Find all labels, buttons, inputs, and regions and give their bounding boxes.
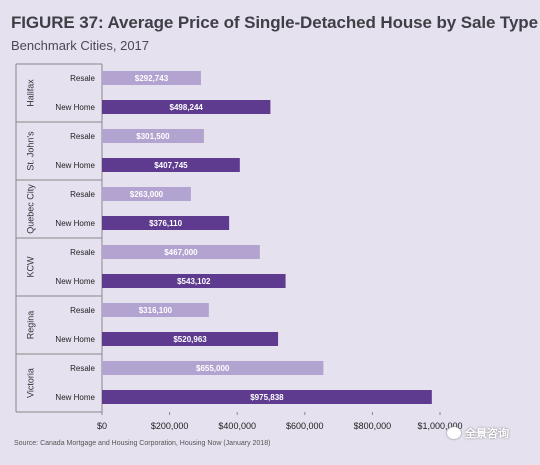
city-label: KCW [25, 256, 35, 278]
resale-bar [102, 361, 324, 375]
bar-value-label: $407,745 [154, 161, 188, 170]
sale-type-label: Resale [70, 248, 95, 257]
bar-value-label: $301,500 [136, 132, 170, 141]
chart-title: FIGURE 37: Average Price of Single-Detac… [11, 13, 538, 32]
bar-value-label: $520,963 [173, 335, 207, 344]
city-label: Victoria [25, 368, 35, 398]
resale-bar [102, 187, 191, 201]
x-tick-label: $800,000 [354, 421, 392, 431]
chart-subtitle: Benchmark Cities, 2017 [11, 38, 150, 53]
bar-value-label: $543,102 [177, 277, 211, 286]
resale-bar [102, 129, 204, 143]
bar-value-label: $263,000 [130, 190, 164, 199]
city-label: Regina [25, 311, 35, 340]
new-home-bar [102, 100, 271, 114]
resale-bar [102, 71, 201, 85]
sale-type-label: New Home [55, 161, 95, 170]
bar-value-label: $316,100 [139, 306, 173, 315]
city-label: Quebec City [25, 184, 35, 234]
city-label: Halifax [25, 79, 35, 107]
sale-type-label: New Home [55, 219, 95, 228]
bar-value-label: $655,000 [196, 364, 230, 373]
wechat-icon [447, 427, 461, 439]
resale-bar [102, 303, 209, 317]
bar-value-label: $467,000 [164, 248, 198, 257]
source-note: Source: Canada Mortgage and Housing Corp… [14, 440, 271, 447]
x-tick-label: $1,000,000 [417, 421, 462, 431]
bar-value-label: $376,110 [149, 219, 182, 228]
sale-type-label: New Home [55, 393, 95, 402]
x-tick-label: $200,000 [151, 421, 189, 431]
new-home-bar [102, 390, 432, 404]
x-tick-label: $400,000 [218, 421, 256, 431]
bar-value-label: $975,838 [250, 393, 284, 402]
resale-bar [102, 245, 260, 259]
sale-type-label: Resale [70, 364, 95, 373]
sale-type-label: New Home [55, 277, 95, 286]
sale-type-label: Resale [70, 74, 95, 83]
new-home-bar [102, 274, 286, 288]
bar-value-label: $498,244 [170, 103, 204, 112]
sale-type-label: Resale [70, 306, 95, 315]
city-label: St. John's [25, 131, 35, 171]
x-tick-label: $600,000 [286, 421, 324, 431]
x-tick-label: $0 [97, 421, 107, 431]
bar-value-label: $292,743 [135, 74, 169, 83]
sale-type-label: New Home [55, 335, 95, 344]
sale-type-label: New Home [55, 103, 95, 112]
watermark: 全景咨询 [447, 425, 509, 441]
sale-type-label: Resale [70, 132, 95, 141]
watermark-text: 全景咨询 [465, 428, 509, 440]
new-home-bar [102, 158, 240, 172]
sale-type-label: Resale [70, 190, 95, 199]
new-home-bar [102, 216, 230, 230]
new-home-bar [102, 332, 279, 346]
